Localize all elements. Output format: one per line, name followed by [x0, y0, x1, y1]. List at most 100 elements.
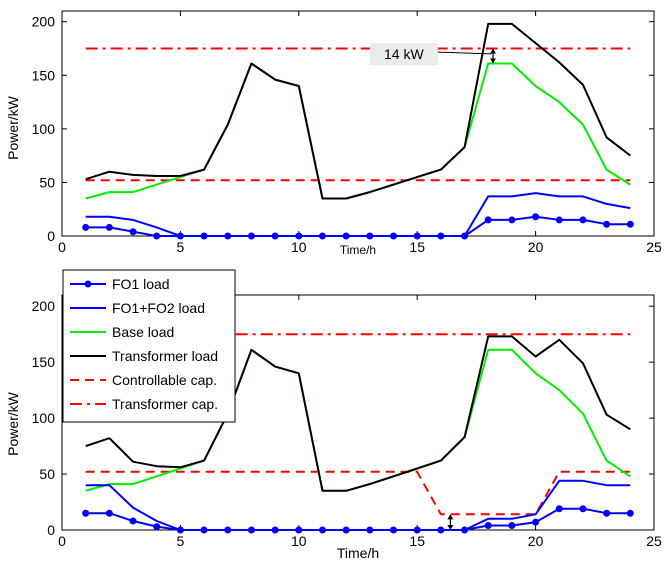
top-xtick-label: 5 [177, 239, 185, 255]
top-point-fo1-load [579, 216, 587, 224]
top-point-fo1-load [271, 232, 279, 240]
top-ytick-label: 0 [47, 228, 55, 244]
top-point-fo1-load [603, 220, 611, 228]
top-annotation-label: 14 kW [384, 46, 424, 62]
top-series-fo1-fo2-load [85, 192, 631, 237]
legend-label: Base load [112, 324, 174, 340]
chart-bottom-ylabel: Power/kW [5, 391, 21, 456]
top-ytick-label: 100 [32, 121, 56, 137]
bottom-point-fo1-load [508, 522, 516, 530]
bottom-point-fo1-load [603, 509, 611, 517]
top-point-fo1-load [82, 223, 90, 231]
bottom-annotation-arrowhead-up [447, 514, 454, 520]
bottom-point-fo1-load [176, 526, 184, 534]
bottom-xtick-label: 0 [58, 533, 66, 549]
bottom-ytick-label: 0 [47, 522, 55, 538]
top-annotation-leader [437, 51, 491, 55]
bottom-point-fo1-load [579, 505, 587, 513]
bottom-ytick-label: 100 [32, 410, 56, 426]
bottom-point-fo1-load [153, 523, 161, 531]
bottom-point-fo1-load [626, 509, 634, 517]
top-point-fo1-load [508, 216, 516, 224]
bottom-point-fo1-load [390, 526, 398, 534]
top-point-fo1-load [153, 232, 161, 240]
top-point-fo1-load [437, 232, 445, 240]
top-xtick-label: 10 [291, 239, 307, 255]
chart-top-ylabel: Power/kW [5, 95, 21, 160]
bottom-xtick-label: 20 [528, 533, 544, 549]
legend-label: Controllable cap. [112, 372, 217, 388]
chart-top: Power/kW Time/h 0 5 10 15 20 25 0 50 100 150 200 14… [5, 10, 662, 257]
bottom-point-fo1-load [247, 526, 255, 534]
bottom-xtick-label: 25 [646, 533, 662, 549]
top-ytick-label: 50 [39, 174, 55, 190]
legend-swatch-dot [84, 280, 92, 288]
top-xtick-label: 25 [646, 239, 662, 255]
bottom-point-fo1-load [318, 526, 326, 534]
top-point-fo1-load [247, 232, 255, 240]
bottom-point-fo1-load [295, 526, 303, 534]
chart-bottom-xlabel: Time/h [337, 545, 379, 561]
top-point-fo1-load [224, 232, 232, 240]
bottom-ytick-label: 50 [39, 466, 55, 482]
bottom-series-controllable-cap [85, 470, 631, 516]
top-series-fo1-load [85, 215, 631, 237]
top-point-fo1-load [200, 232, 208, 240]
bottom-point-fo1-load [484, 522, 492, 530]
top-point-fo1-load [555, 216, 563, 224]
bottom-annotation-arrowhead-down [447, 525, 454, 530]
bottom-point-fo1-load [224, 526, 232, 534]
top-point-fo1-load [461, 232, 469, 240]
bottom-point-fo1-load [342, 526, 350, 534]
bottom-point-fo1-load [271, 526, 279, 534]
bottom-point-fo1-load [532, 518, 540, 526]
bottom-point-fo1-load [200, 526, 208, 534]
bottom-ytick-label: 150 [32, 354, 56, 370]
top-point-fo1-load [366, 232, 374, 240]
top-point-fo1-load [129, 228, 137, 236]
bottom-point-fo1-load [82, 509, 90, 517]
legend-label: FO1 load [112, 276, 170, 292]
chart-top-xlabel: Time/h [340, 243, 376, 257]
legend-box [62, 269, 236, 423]
legend-label: Transformer load [112, 348, 218, 364]
top-point-fo1-load [105, 223, 113, 231]
bottom-series-transformer-load [85, 335, 631, 492]
top-ytick-label: 200 [32, 14, 56, 30]
top-point-fo1-load [390, 232, 398, 240]
bottom-point-fo1-load [555, 505, 563, 513]
bottom-point-fo1-load [105, 509, 113, 517]
top-point-fo1-load [484, 216, 492, 224]
bottom-series-fo1-load [85, 507, 631, 531]
top-xtick-label: 20 [528, 239, 544, 255]
top-annotation-arrowhead-down [489, 58, 496, 64]
bottom-point-fo1-load [366, 526, 374, 534]
top-point-fo1-load [342, 232, 350, 240]
legend-label: FO1+FO2 load [112, 300, 205, 316]
top-series-base-load [85, 62, 631, 200]
top-point-fo1-load [626, 220, 634, 228]
top-annotation-box [369, 43, 438, 66]
bottom-point-fo1-load [437, 526, 445, 534]
bottom-xtick-label: 10 [291, 533, 307, 549]
legend-label: Transformer cap. [112, 396, 218, 412]
bottom-ytick-label: 200 [32, 298, 56, 314]
bottom-xtick-label: 5 [177, 533, 185, 549]
top-ytick-label: 150 [32, 67, 56, 83]
top-point-fo1-load [532, 213, 540, 221]
top-xtick-label: 15 [409, 239, 425, 255]
chart-bottom: Power/kW Time/h 0 5 10 15 20 25 0 50 100 150 200 FO… [5, 269, 662, 561]
top-point-fo1-load [413, 232, 421, 240]
bottom-point-fo1-load [129, 517, 137, 525]
top-series-transformer-load [85, 22, 631, 200]
top-annotation-arrowhead-up [489, 48, 496, 54]
top-point-fo1-load [295, 232, 303, 240]
top-xtick-label: 0 [58, 239, 66, 255]
bottom-point-fo1-load [461, 526, 469, 534]
top-plot-frame [61, 10, 655, 237]
top-point-fo1-load [318, 232, 326, 240]
top-point-fo1-load [176, 232, 184, 240]
bottom-point-fo1-load [413, 526, 421, 534]
bottom-xtick-label: 15 [409, 533, 425, 549]
